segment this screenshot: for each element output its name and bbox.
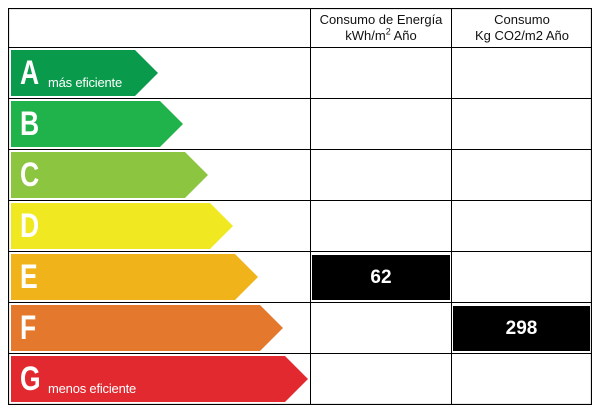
co2-header-line2: Kg CO2/m2 Año xyxy=(475,28,569,43)
rating-letter: B xyxy=(20,104,40,143)
table-grid xyxy=(8,8,592,405)
energy-certificate-label: Consumo de Energía kWh/m2 Año Consumo Kg… xyxy=(8,8,592,405)
energy-value-box: 62 xyxy=(312,255,450,300)
rating-label: más eficiente xyxy=(48,75,122,90)
rating-arrow-c: C xyxy=(8,152,208,198)
rating-arrow-shape xyxy=(11,101,183,147)
rating-arrow-shape xyxy=(11,305,283,351)
rating-arrow-e: E xyxy=(8,254,258,300)
co2-value-box: 298 xyxy=(453,306,590,351)
rating-letter: G xyxy=(20,359,41,398)
rating-letter: D xyxy=(20,206,40,245)
co2-header-line1: Consumo xyxy=(494,12,550,27)
energy-column-header: Consumo de Energía kWh/m2 Año xyxy=(311,10,451,46)
energy-header-line2: kWh/m2 Año xyxy=(345,26,417,43)
rating-arrow-d: D xyxy=(8,203,233,249)
rating-letter: C xyxy=(20,155,40,194)
rating-letter: A xyxy=(20,53,40,92)
rating-arrow-shape xyxy=(11,254,258,300)
rating-arrow-b: B xyxy=(8,101,183,147)
rating-label: menos eficiente xyxy=(48,381,137,396)
co2-column-header: Consumo Kg CO2/m2 Año xyxy=(452,10,592,46)
rating-arrow-shape xyxy=(11,152,208,198)
rating-arrow-f: F xyxy=(8,305,283,351)
rating-arrow-shape xyxy=(11,356,308,402)
rating-letter: E xyxy=(20,257,38,296)
rating-letter: F xyxy=(20,308,37,347)
energy-header-line1: Consumo de Energía xyxy=(319,12,443,27)
rating-arrow-shape xyxy=(11,50,158,96)
rating-arrow-shape xyxy=(11,203,233,249)
